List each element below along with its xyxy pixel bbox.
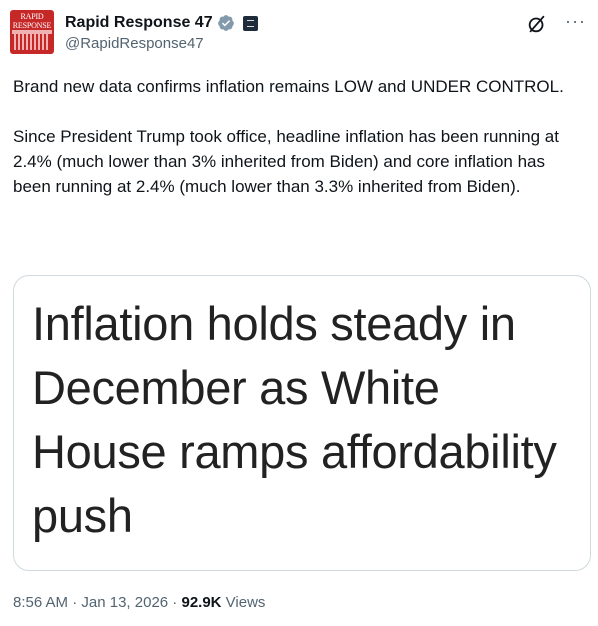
- avatar-building: [14, 34, 50, 50]
- tweet-paragraph-1: Brand new data confirms inflation remain…: [13, 77, 564, 96]
- link-card[interactable]: Inflation holds steady in December as Wh…: [13, 275, 591, 571]
- government-badge-icon[interactable]: [242, 15, 258, 31]
- user-handle[interactable]: @RapidResponse47: [65, 35, 204, 52]
- card-headline: Inflation holds steady in December as Wh…: [32, 297, 557, 542]
- views-label: Views: [221, 594, 266, 611]
- grok-icon[interactable]: [526, 13, 548, 35]
- avatar[interactable]: RAPID RESPONSE: [10, 10, 54, 54]
- post-date[interactable]: Jan 13, 2026: [81, 594, 169, 611]
- views-count[interactable]: 92.9K: [181, 594, 222, 611]
- meta-separator: ·: [68, 594, 82, 611]
- name-row: Rapid Response 47: [65, 12, 258, 34]
- tweet-text: Brand new data confirms inflation remain…: [13, 74, 585, 199]
- avatar-building-roof: [12, 30, 52, 34]
- display-name[interactable]: Rapid Response 47: [65, 14, 213, 31]
- tweet-header: RAPID RESPONSE Rapid Response 47 @RapidR…: [10, 10, 588, 58]
- post-time[interactable]: 8:56 AM: [13, 594, 69, 611]
- more-options-icon[interactable]: ···: [565, 11, 586, 31]
- verified-badge-icon[interactable]: [217, 14, 235, 32]
- avatar-logo-text: RAPID RESPONSE: [12, 12, 52, 30]
- tweet-paragraph-2: Since President Trump took office, headl…: [13, 127, 559, 196]
- tweet-meta: 8:56 AM · Jan 13, 2026 · 92.9K Views: [13, 594, 265, 611]
- meta-separator: ·: [168, 594, 182, 611]
